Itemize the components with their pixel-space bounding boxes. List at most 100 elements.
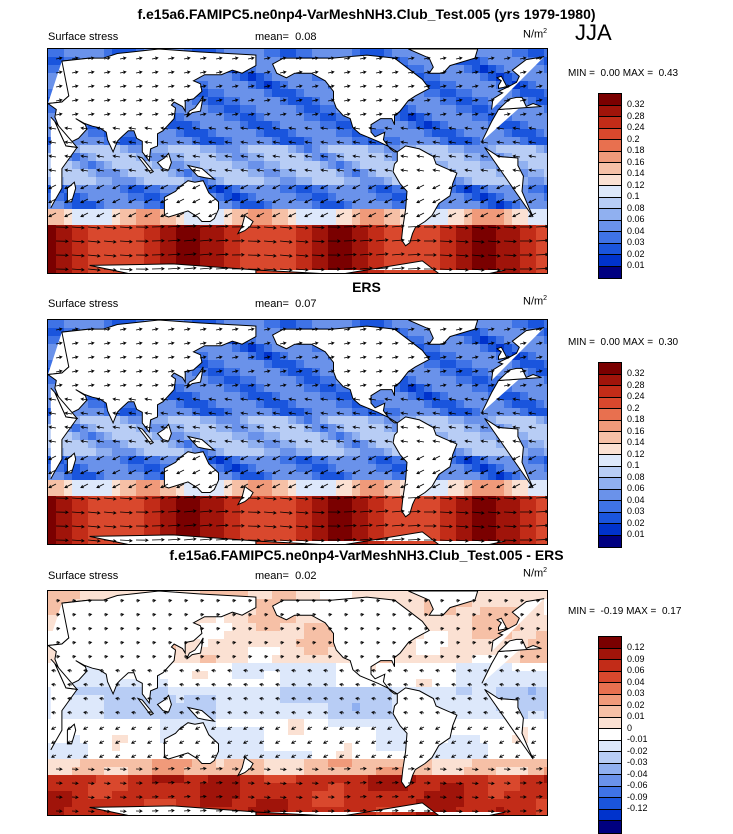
field-cell: [144, 193, 153, 202]
field-cell: [312, 320, 321, 329]
field-cell: [128, 241, 137, 250]
field-cell: [120, 249, 129, 258]
field-cell: [416, 384, 425, 393]
field-cell: [128, 432, 137, 441]
field-cell: [184, 520, 193, 529]
field-cell: [384, 185, 393, 194]
field-cell: [384, 129, 393, 138]
field-cell: [352, 217, 361, 226]
field-cell: [256, 416, 265, 425]
field-cell: [64, 488, 73, 497]
field-cell: [288, 233, 297, 242]
field-cell: [160, 520, 169, 529]
field-cell: [104, 169, 113, 178]
field-cell: [456, 607, 465, 616]
field-cell: [520, 225, 529, 234]
field-cell: [288, 81, 297, 90]
field-cell: [456, 432, 465, 441]
field-cell: [512, 241, 521, 250]
field-cell: [248, 480, 257, 489]
field-cell: [456, 225, 465, 234]
field-cell: [496, 408, 505, 417]
field-cell: [456, 344, 465, 353]
field-cell: [512, 217, 521, 226]
field-cell: [472, 153, 481, 162]
field-cell: [208, 528, 217, 537]
field-cell: [384, 400, 393, 409]
field-cell: [440, 249, 449, 258]
field-cell: [464, 89, 473, 98]
field-cell: [512, 520, 521, 529]
field-cell: [376, 392, 385, 401]
field-cell: [512, 512, 521, 521]
field-cell: [288, 368, 297, 377]
field-cell: [168, 145, 177, 154]
field-cell: [208, 376, 217, 385]
field-cell: [536, 185, 545, 194]
field-cell: [104, 480, 113, 489]
field-cell: [432, 512, 441, 521]
field-cell: [288, 623, 297, 632]
field-cell: [264, 217, 273, 226]
field-cell: [544, 161, 547, 170]
field-cell: [496, 185, 505, 194]
field-cell: [528, 528, 537, 537]
field-cell: [520, 241, 529, 250]
field-cell: [416, 57, 425, 66]
field-cell: [104, 504, 113, 513]
colorbar-swatch: [599, 221, 621, 233]
field-cell: [208, 241, 217, 250]
field-cell: [456, 424, 465, 433]
field-cell: [520, 512, 529, 521]
field-cell: [456, 464, 465, 473]
field-cell: [272, 113, 281, 122]
field-cell: [544, 81, 547, 90]
field-cell: [176, 113, 185, 122]
field-cell: [152, 472, 161, 481]
field-cell: [368, 177, 377, 186]
field-cell: [232, 408, 241, 417]
field-cell: [504, 320, 513, 329]
field-cell: [104, 185, 113, 194]
field-cell: [88, 257, 97, 266]
field-cell: [208, 512, 217, 521]
field-cell: [504, 209, 513, 218]
field-cell: [528, 400, 537, 409]
field-cell: [320, 520, 329, 529]
field-cell: [56, 233, 65, 242]
field-cell: [336, 416, 345, 425]
field-cell: [232, 257, 241, 266]
field-cell: [432, 257, 441, 266]
field-cell: [88, 504, 97, 513]
field-cell: [432, 623, 441, 632]
field-cell: [424, 400, 433, 409]
field-cell: [280, 217, 289, 226]
field-cell: [288, 432, 297, 441]
field-cell: [120, 464, 129, 473]
field-cell: [376, 217, 385, 226]
panel-2-units: N/m2: [523, 295, 547, 308]
field-cell: [184, 241, 193, 250]
field-cell: [528, 225, 537, 234]
field-cell: [64, 520, 73, 529]
field-cell: [304, 233, 313, 242]
field-cell: [200, 249, 209, 258]
field-cell: [280, 424, 289, 433]
field-cell: [376, 161, 385, 170]
field-cell: [328, 440, 337, 449]
field-cell: [304, 416, 313, 425]
field-cell: [488, 599, 497, 608]
field-cell: [280, 591, 289, 600]
field-cell: [72, 512, 81, 521]
field-cell: [528, 241, 537, 250]
field-cell: [304, 376, 313, 385]
field-cell: [488, 344, 497, 353]
field-cell: [240, 193, 249, 202]
field-cell: [48, 217, 57, 226]
field-cell: [432, 615, 441, 624]
field-cell: [120, 440, 129, 449]
field-cell: [240, 512, 249, 521]
field-cell: [480, 591, 489, 600]
field-cell: [456, 129, 465, 138]
field-cell: [216, 392, 225, 401]
